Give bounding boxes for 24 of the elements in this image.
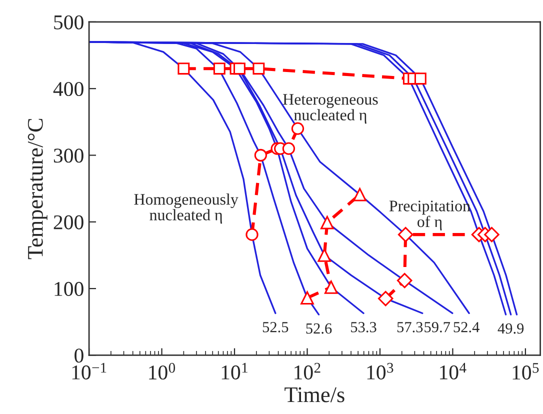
annotation: 52.4: [454, 322, 480, 332]
y-tick-label: 400: [53, 82, 84, 96]
x-tick-label: 10$^{0}$: [149, 362, 176, 380]
x-tick-label: 10$^{3}$: [367, 362, 394, 380]
annotation: 52.6: [306, 323, 332, 334]
annotation: 52.5: [262, 322, 288, 332]
annotation: 53.3: [351, 322, 376, 332]
y-tick-label: 300: [54, 148, 84, 163]
annotation: Homogeneously nucleated η: [134, 194, 238, 224]
annotation: 59.7: [424, 322, 450, 332]
annotation: 49.9: [498, 323, 524, 334]
y-tick-label: 200: [54, 215, 84, 230]
y-axis-title: Temperature/°C: [28, 118, 48, 260]
y-tick-label: 100: [54, 282, 84, 296]
x-tick-label: 10$^{1}$: [222, 362, 248, 380]
annotation: Heterogeneous nucleated η: [283, 94, 378, 124]
x-tick-label: 10$^{2}$: [294, 362, 320, 380]
annotation: 57.3: [397, 322, 423, 332]
x-tick-label: 10$^{4}$: [440, 362, 466, 380]
x-axis-title: Time/s: [284, 387, 344, 402]
x-tick-label: 10$^{−1}$: [72, 362, 106, 380]
x-tick-label: 10$^{5}$: [512, 363, 539, 380]
y-tick-label: 0: [74, 348, 84, 363]
y-tick-label: 500: [54, 15, 84, 30]
